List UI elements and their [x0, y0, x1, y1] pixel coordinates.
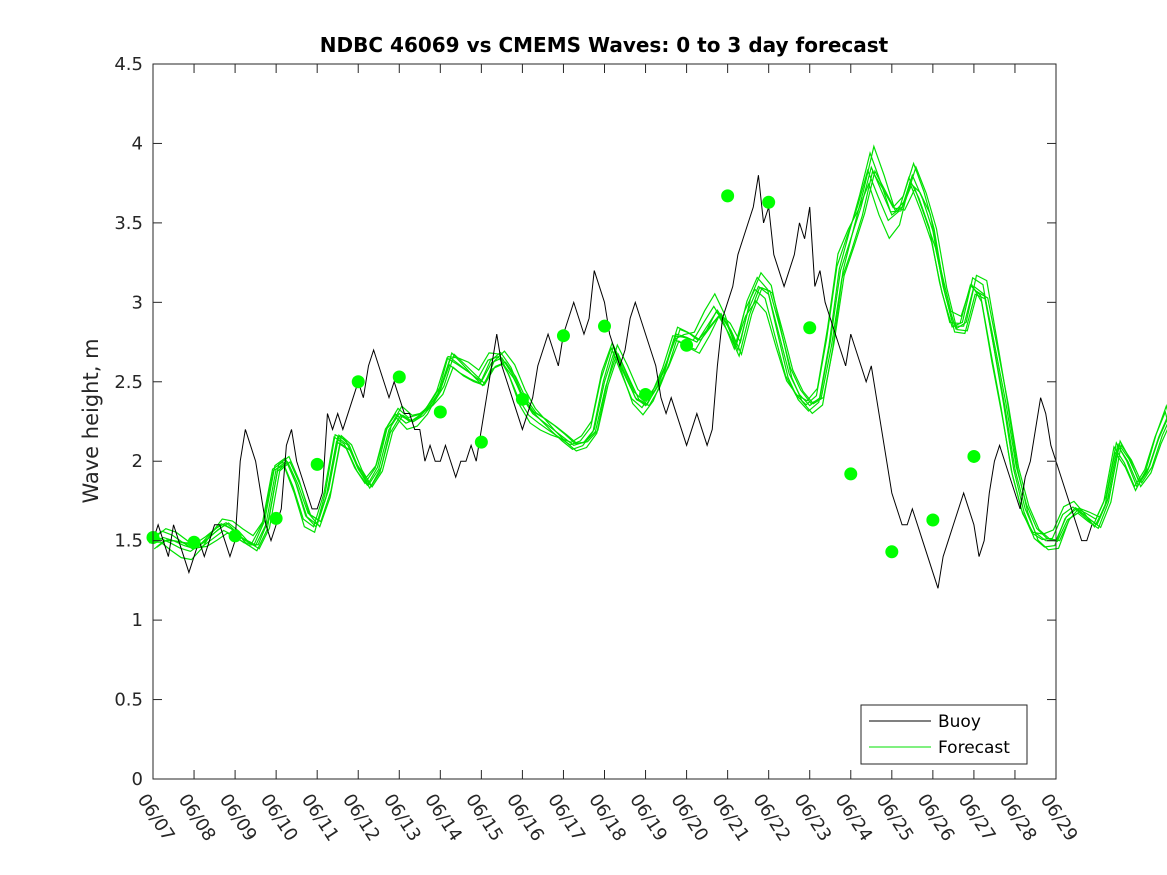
forecast-marker: [269, 511, 283, 525]
forecast-marker: [844, 467, 858, 481]
forecast-marker: [598, 319, 611, 333]
forecast-line: [156, 165, 1167, 550]
y-tick-label: 2: [132, 451, 143, 472]
forecast-marker: [680, 338, 694, 352]
forecast-marker: [433, 405, 447, 419]
forecast-marker: [926, 513, 940, 527]
forecast-marker: [310, 457, 324, 471]
forecast-marker: [639, 387, 653, 401]
buoy-line: [152, 175, 1093, 589]
y-tick-label: 2.5: [114, 372, 143, 393]
y-tick-label: 0: [132, 769, 143, 790]
legend: Buoy Forecast: [860, 704, 1028, 765]
forecast-marker: [885, 545, 899, 559]
y-tick-label: 3.5: [114, 213, 143, 234]
forecast-marker: [392, 370, 406, 384]
y-tick-label: 3: [132, 292, 143, 313]
forecast-marker: [556, 329, 570, 343]
y-tick-label: 4: [132, 133, 143, 154]
forecast-marker: [351, 375, 365, 389]
y-axis-label: Wave height, m: [79, 338, 103, 503]
forecast-marker: [967, 449, 981, 463]
legend-buoy-label: Buoy: [938, 712, 981, 732]
forecast-marker: [762, 195, 776, 209]
y-tick-label: 0.5: [114, 690, 143, 711]
forecast-line: [150, 181, 1167, 561]
forecast-marker: [474, 435, 488, 449]
series-layer: [149, 144, 1167, 589]
forecast-line: [149, 168, 1167, 552]
y-tick-label: 1: [132, 610, 143, 631]
legend-forecast-label: Forecast: [938, 738, 1010, 758]
chart-title: NDBC 46069 vs CMEMS Waves: 0 to 3 day fo…: [320, 33, 889, 57]
legend-box: [860, 704, 1028, 765]
forecast-marker: [515, 392, 529, 406]
forecast-marker: [228, 529, 242, 543]
forecast-marker: [721, 189, 735, 203]
y-tick-label: 1.5: [114, 531, 143, 552]
forecast-marker: [187, 535, 201, 549]
forecast-marker: [803, 321, 817, 335]
y-tick-label: 4.5: [114, 54, 143, 75]
